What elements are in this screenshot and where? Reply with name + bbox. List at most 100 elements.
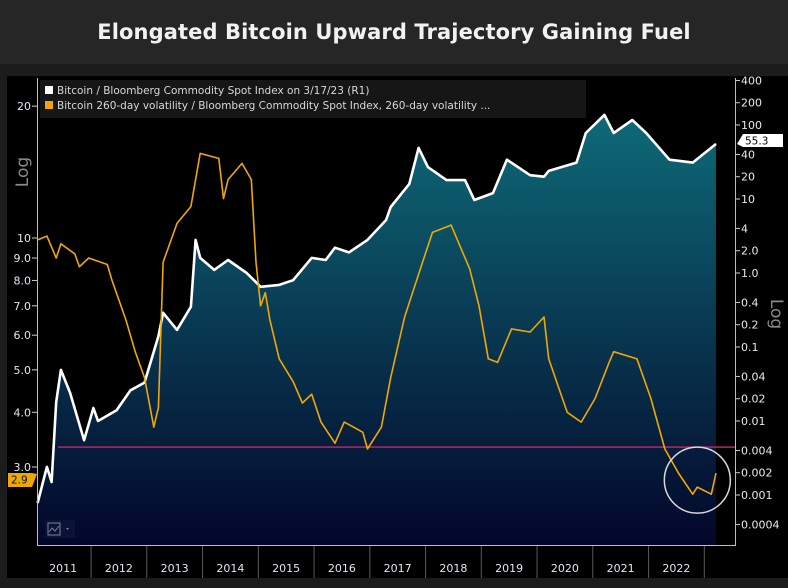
bottom-strip <box>7 578 788 588</box>
point-bitcoin-ratio <box>60 369 62 371</box>
point-volatility-ratio <box>260 305 262 307</box>
point-volatility-ratio <box>143 377 146 379</box>
right-tick-label: 100 <box>741 119 762 132</box>
point-volatility-ratio <box>157 407 160 409</box>
x-tick-label: 2021 <box>607 562 635 575</box>
point-bitcoin-ratio <box>260 286 262 288</box>
right-tick-label: 0.2 <box>741 319 759 332</box>
point-bitcoin-ratio <box>506 159 508 161</box>
point-volatility-ratio <box>222 198 225 200</box>
point-volatility-ratio <box>218 157 220 159</box>
point-bitcoin-ratio <box>603 114 606 116</box>
x-tick-label: 2012 <box>105 562 133 575</box>
right-tick-label: 1.0 <box>741 267 759 280</box>
last-value-tag <box>8 472 37 487</box>
point-volatility-ratio <box>311 393 313 395</box>
right-tick-label: 10 <box>741 193 755 206</box>
point-bitcoin-ratio <box>213 269 215 271</box>
left-tick-label: 5.0 <box>14 364 32 377</box>
point-bitcoin-ratio <box>157 335 160 337</box>
point-volatility-ratio <box>176 222 178 224</box>
point-volatility-ratio <box>529 331 531 333</box>
point-volatility-ratio <box>696 486 698 488</box>
point-volatility-ratio <box>255 261 257 263</box>
point-volatility-ratio <box>636 358 638 360</box>
point-volatility-ratio <box>264 292 266 294</box>
point-volatility-ratio <box>111 279 113 282</box>
right-axis-label: Log <box>766 299 786 329</box>
point-bitcoin-ratio <box>464 179 466 181</box>
point-bitcoin-ratio <box>278 284 280 286</box>
right-tick-label: 0.01 <box>741 415 766 428</box>
point-bitcoin-ratio <box>194 239 197 241</box>
point-volatility-ratio <box>292 381 294 383</box>
chart-title: Elongated Bitcoin Upward Trajectory Gain… <box>97 20 691 44</box>
point-volatility-ratio <box>125 319 127 321</box>
right-tick-label: 0.001 <box>741 489 773 502</box>
right-tick-label: 0.04 <box>741 370 766 383</box>
point-bitcoin-ratio <box>548 170 550 172</box>
legend: Bitcoin / Bloomberg Commodity Spot Index… <box>40 80 586 118</box>
last-value-label-volatility-ratio: 2.9 <box>8 472 37 487</box>
right-tick-label: 0.002 <box>741 467 773 480</box>
title-bar: Elongated Bitcoin Upward Trajectory Gain… <box>0 0 788 64</box>
point-volatility-ratio <box>362 431 364 433</box>
last-value-tag <box>737 134 783 148</box>
point-bitcoin-ratio <box>715 143 717 145</box>
right-tick-label: 20 <box>741 171 755 184</box>
point-volatility-ratio <box>431 231 434 233</box>
point-bitcoin-ratio <box>427 166 429 168</box>
point-volatility-ratio <box>60 243 62 245</box>
point-volatility-ratio <box>608 361 610 363</box>
point-volatility-ratio <box>404 316 406 318</box>
point-bitcoin-ratio <box>366 239 369 241</box>
left-tick-label: 6.0 <box>14 329 32 342</box>
point-bitcoin-ratio <box>645 132 647 134</box>
point-volatility-ratio <box>134 351 136 353</box>
point-bitcoin-ratio <box>492 192 494 194</box>
point-volatility-ratio <box>199 152 201 155</box>
point-volatility-ratio <box>88 257 90 259</box>
right-tick-label: 0.004 <box>741 444 773 457</box>
point-volatility-ratio <box>74 253 76 255</box>
point-bitcoin-ratio <box>543 176 545 178</box>
left-tick-label: 8.0 <box>14 274 32 287</box>
last-value-text: 2.9 <box>11 474 28 486</box>
point-bitcoin-ratio <box>692 162 694 164</box>
point-volatility-ratio <box>390 377 392 379</box>
point-bitcoin-ratio <box>97 420 99 422</box>
point-volatility-ratio <box>334 442 336 444</box>
chart-type-button[interactable] <box>45 520 75 538</box>
point-volatility-ratio <box>557 385 559 387</box>
x-tick-label: 2018 <box>439 562 467 575</box>
point-bitcoin-ratio <box>631 119 633 121</box>
point-volatility-ratio <box>613 351 615 353</box>
point-volatility-ratio <box>241 162 243 165</box>
chevron-down-icon <box>66 528 69 530</box>
point-bitcoin-ratio <box>129 389 132 391</box>
point-volatility-ratio <box>78 266 81 268</box>
right-tick-label: 400 <box>741 74 762 87</box>
point-volatility-ratio <box>269 319 271 321</box>
point-volatility-ratio <box>380 426 383 428</box>
point-bitcoin-ratio <box>668 159 671 161</box>
point-bitcoin-ratio <box>417 147 420 149</box>
point-volatility-ratio <box>594 397 596 400</box>
point-bitcoin-ratio <box>445 179 448 181</box>
left-tick-label: 9.0 <box>14 252 32 265</box>
line-chart-icon <box>47 522 61 536</box>
point-volatility-ratio <box>250 178 252 181</box>
point-bitcoin-ratio <box>473 199 475 201</box>
legend-label-volatility-ratio[interactable]: Bitcoin 260-day volatility / Bloomberg C… <box>57 100 490 112</box>
point-volatility-ratio <box>469 268 471 270</box>
point-volatility-ratio <box>190 205 192 208</box>
legend-swatch-volatility-ratio <box>45 101 53 109</box>
point-volatility-ratio <box>278 358 280 360</box>
right-tick-label: 0.1 <box>741 341 759 354</box>
right-tick-label: 0.4 <box>741 296 759 309</box>
point-bitcoin-ratio <box>334 247 336 249</box>
point-volatility-ratio <box>153 426 155 428</box>
legend-label-bitcoin-ratio[interactable]: Bitcoin / Bloomberg Commodity Spot Index… <box>57 85 369 97</box>
point-volatility-ratio <box>301 402 304 404</box>
point-bitcoin-ratio <box>176 329 178 331</box>
